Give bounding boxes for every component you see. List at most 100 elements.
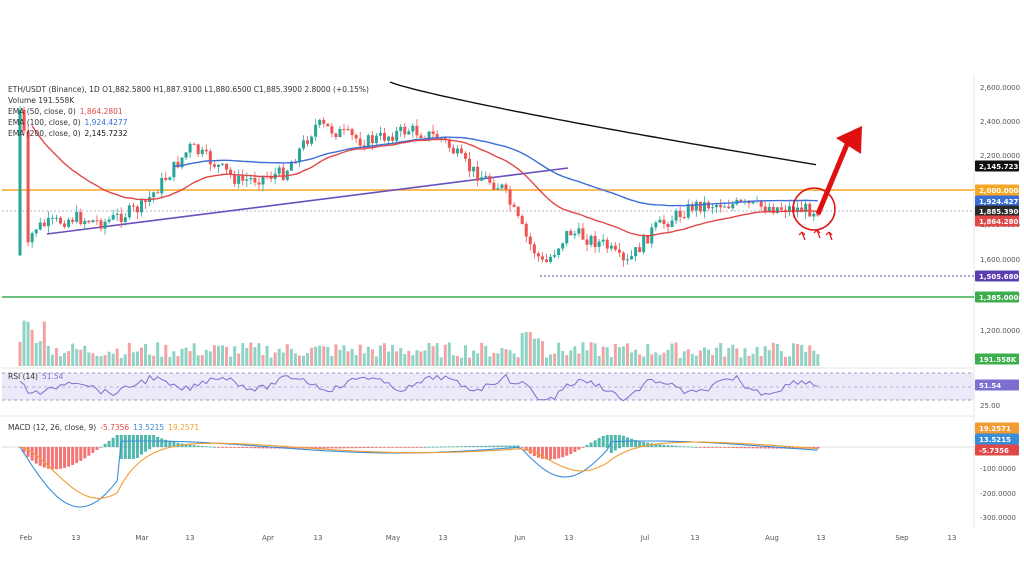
candle-body [492, 182, 496, 190]
candle-body [103, 221, 107, 229]
macd-hist-bar [111, 437, 115, 447]
volume-bar [731, 344, 735, 366]
macd-hist-bar [370, 447, 374, 448]
volume-bar [22, 320, 26, 366]
candle-body [589, 235, 593, 245]
volume-bar [455, 356, 459, 366]
volume-bar [642, 356, 646, 366]
candle-body [698, 201, 702, 212]
candle-body [156, 192, 160, 194]
candle-body [702, 202, 706, 212]
volume-bar [318, 345, 322, 366]
volume-bar [350, 348, 354, 366]
macd-hist-bar [439, 446, 443, 448]
macd-hist-bar [366, 447, 370, 449]
candle-body [399, 126, 403, 131]
candle-body [184, 152, 188, 158]
macd-hist-bar [609, 435, 613, 453]
volume-bar [528, 332, 532, 366]
macd-hist-bar [318, 447, 322, 449]
macd-hist-bar [216, 447, 220, 448]
volume-bar [650, 354, 654, 366]
macd-hist-bar [755, 447, 759, 449]
volume-bar [569, 350, 573, 366]
candle-body [71, 219, 75, 222]
macd-hist-bar [63, 447, 67, 468]
macd-hist-bar [30, 447, 34, 461]
time-axis-label: 13 [72, 534, 81, 542]
macd-histogram [18, 435, 820, 470]
volume-bar [395, 351, 399, 366]
candle-body [496, 188, 500, 190]
macd-hist-bar [605, 435, 609, 448]
macd-hist-bar [565, 447, 569, 456]
macd-hist-bar [496, 445, 500, 447]
volume-bar [131, 352, 135, 366]
volume-bar [532, 338, 536, 366]
candle-body [34, 229, 38, 234]
volume-bar [225, 346, 229, 366]
macd-legend: MACD (12, 26, close, 9) -5.7356 13.5215 19.… [8, 423, 199, 432]
volume-bar [370, 349, 374, 366]
macd-hist-bar [50, 447, 54, 470]
candle-body [107, 219, 111, 222]
macd-hist-bar [374, 447, 378, 448]
macd-hist-bar [796, 447, 800, 449]
candle-body [711, 207, 715, 209]
volume-bar [609, 357, 613, 366]
price-badge-text: 1,864.2801 [979, 218, 1023, 226]
macd-hist-bar [569, 447, 573, 454]
volume-bar [747, 355, 751, 366]
macd-hist-bar [464, 446, 467, 447]
candle-body [581, 228, 585, 240]
candle-body [597, 241, 601, 247]
candle-body [464, 153, 467, 159]
candle-body [569, 230, 573, 236]
volume-bar [626, 343, 629, 366]
candle-body [306, 140, 310, 144]
candle-body [221, 163, 224, 165]
volume-bar [540, 340, 544, 366]
macd-hist-bar [613, 435, 617, 451]
volume-bar [156, 342, 160, 366]
macd-hist-bar [638, 440, 642, 447]
volume-bar [54, 348, 58, 366]
macd-hist-bar [59, 447, 62, 469]
macd-hist-bar [646, 442, 650, 447]
volume-bar [451, 355, 455, 366]
volume-bar [46, 345, 50, 366]
volume-bar [492, 352, 496, 366]
candle-body [119, 213, 123, 222]
macd-hist-bar [168, 440, 172, 447]
macd-hist-bar [702, 447, 706, 448]
volume-bar [682, 351, 686, 366]
candle-body [200, 149, 204, 155]
time-axis-label: 13 [565, 534, 574, 542]
volume-bar [144, 344, 148, 366]
volume-bar [281, 352, 285, 366]
volume-bar [221, 345, 224, 366]
bullish-arrow-head [836, 126, 862, 154]
macd-hist-bar [338, 447, 342, 449]
volume-bar [666, 349, 670, 366]
macd-hist-bar [257, 447, 261, 449]
time-axis-label: May [386, 534, 400, 542]
macd-hist-bar [135, 435, 139, 459]
volume-bar [342, 345, 346, 366]
volume-bar [504, 349, 508, 366]
candle-body [536, 253, 540, 257]
candle-body [804, 203, 808, 213]
candle-body [800, 207, 804, 213]
volume-bar [103, 355, 107, 366]
volume-bar [573, 346, 577, 366]
volume-bar [719, 342, 723, 366]
macd-hist-bar [245, 447, 249, 449]
candle-body [658, 219, 662, 223]
macd-hist-bar [83, 447, 87, 459]
macd-hist-bar [415, 447, 419, 448]
macd-hist-bar [431, 446, 435, 448]
volume-bar [767, 350, 771, 366]
macd-hist-bar [686, 446, 690, 448]
volume-bar [630, 352, 634, 366]
candle-body [468, 158, 472, 172]
